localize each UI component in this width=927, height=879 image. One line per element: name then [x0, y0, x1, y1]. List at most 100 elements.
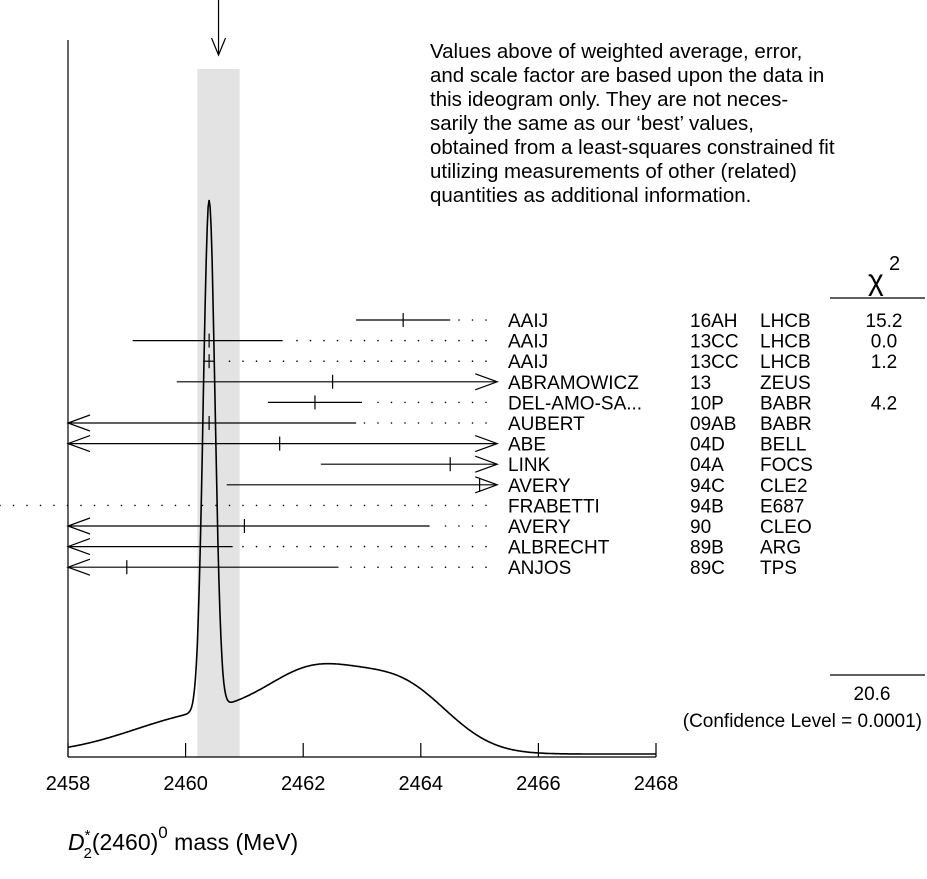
- leader-dot: [390, 566, 393, 568]
- experiment-label: CLE2: [760, 476, 808, 497]
- left-arrow-head: [66, 558, 91, 576]
- right-arrow-head: [475, 435, 499, 453]
- chi2-value: 15.2: [866, 311, 903, 332]
- author-label: ABRAMOWICZ: [508, 373, 639, 394]
- year-label: 94C: [690, 476, 725, 497]
- note-line: obtained from a least-squares constraine…: [430, 136, 835, 159]
- leader-dot: [417, 360, 420, 363]
- leader-dot: [485, 319, 487, 321]
- leader-dot: [417, 339, 420, 342]
- leader-dot: [458, 545, 460, 548]
- year-label: 16AH: [690, 311, 738, 332]
- leader-dot: [485, 339, 487, 342]
- leader-dot: [269, 360, 271, 363]
- author-label: AUBERT: [508, 414, 585, 435]
- leader-dot: [417, 566, 420, 568]
- leader-dot: [201, 504, 204, 507]
- leader-dot: [93, 504, 96, 507]
- author-label: ANJOS: [508, 558, 571, 579]
- leader-dot: [390, 339, 393, 342]
- leader-dot: [417, 504, 420, 507]
- leader-dot: [485, 360, 487, 363]
- year-label: 94B: [690, 496, 724, 517]
- leader-dot: [134, 504, 136, 507]
- measurement-row: ANJOS 89C TPS: [66, 558, 797, 579]
- leader-dot: [404, 401, 406, 404]
- leader-dot: [471, 545, 474, 548]
- average-band: [197, 69, 240, 757]
- author-label: ALBRECHT: [508, 538, 610, 559]
- chi2-value: 4.2: [871, 393, 897, 414]
- leader-dot: [390, 401, 393, 404]
- leader-dot: [350, 545, 352, 548]
- leader-dot: [350, 504, 352, 507]
- note-line: sarily the same as our ‘best’ values,: [430, 112, 754, 135]
- chi2-total: 20.6: [854, 684, 891, 705]
- note-line: quantities as additional information.: [430, 184, 751, 207]
- year-label: 13: [690, 373, 711, 394]
- left-arrow-head: [66, 517, 91, 535]
- leader-dot: [458, 525, 460, 527]
- leader-dot: [309, 545, 312, 548]
- x-tick-label: 2460: [163, 773, 208, 795]
- experiment-label: BABR: [760, 414, 812, 435]
- author-label: ABE: [508, 435, 546, 456]
- leader-dot: [66, 504, 69, 507]
- year-label: 89B: [690, 538, 724, 559]
- leader-dot: [255, 545, 258, 548]
- leader-dot: [350, 566, 352, 568]
- leader-dot: [417, 422, 420, 424]
- leader-dot: [485, 545, 487, 548]
- leader-dot: [282, 504, 285, 507]
- author-label: AAIJ: [508, 332, 548, 353]
- left-arrow-head: [66, 414, 91, 432]
- leader-dot: [309, 360, 312, 363]
- leader-dot: [404, 545, 406, 548]
- leader-dot: [147, 504, 150, 507]
- measurement-row: AAIJ 13CC LHCB 0.0: [132, 332, 897, 353]
- leader-dot: [255, 504, 258, 507]
- leader-dot: [444, 504, 447, 507]
- leader-dot: [26, 504, 28, 507]
- x-tick-label: 2458: [46, 773, 91, 795]
- leader-dot: [120, 504, 123, 507]
- leader-dot: [350, 360, 352, 363]
- leader-dot: [0, 504, 1, 507]
- right-arrow-head: [475, 373, 499, 391]
- leader-dot: [377, 566, 379, 568]
- x-tick-label: 2464: [399, 773, 444, 795]
- chi2-header: χ: [868, 264, 884, 297]
- measurement-row: AUBERT 09AB BABR: [66, 414, 812, 435]
- leader-dot: [269, 504, 271, 507]
- leader-dot: [444, 360, 447, 363]
- experiment-label: CLEO: [760, 517, 812, 538]
- measurement-row: AAIJ 16AH LHCB 15.2: [356, 311, 902, 332]
- leader-dot: [323, 504, 325, 507]
- leader-dot: [471, 401, 474, 404]
- experiment-label: LHCB: [760, 352, 811, 373]
- leader-dot: [363, 339, 366, 342]
- note-line: and scale factor are based upon the data…: [430, 64, 824, 87]
- experiment-label: TPS: [760, 558, 797, 579]
- leader-dot: [228, 360, 231, 363]
- leader-dot: [404, 566, 406, 568]
- leader-dot: [471, 360, 474, 363]
- leader-dot: [471, 525, 474, 527]
- leader-dot: [377, 360, 379, 363]
- leader-dot: [242, 504, 244, 507]
- leader-dot: [296, 545, 298, 548]
- leader-dot: [336, 545, 339, 548]
- chi2-value: 1.2: [871, 352, 897, 373]
- leader-dot: [377, 422, 379, 424]
- leader-dot: [485, 422, 487, 424]
- leader-dot: [363, 566, 366, 568]
- year-label: 13CC: [690, 352, 739, 373]
- leader-dot: [242, 545, 244, 548]
- leader-dot: [363, 504, 366, 507]
- leader-dot: [444, 422, 447, 424]
- author-label: AVERY: [508, 517, 571, 538]
- experiment-label: LHCB: [760, 332, 811, 353]
- experiment-label: BABR: [760, 393, 812, 414]
- leader-dot: [431, 504, 433, 507]
